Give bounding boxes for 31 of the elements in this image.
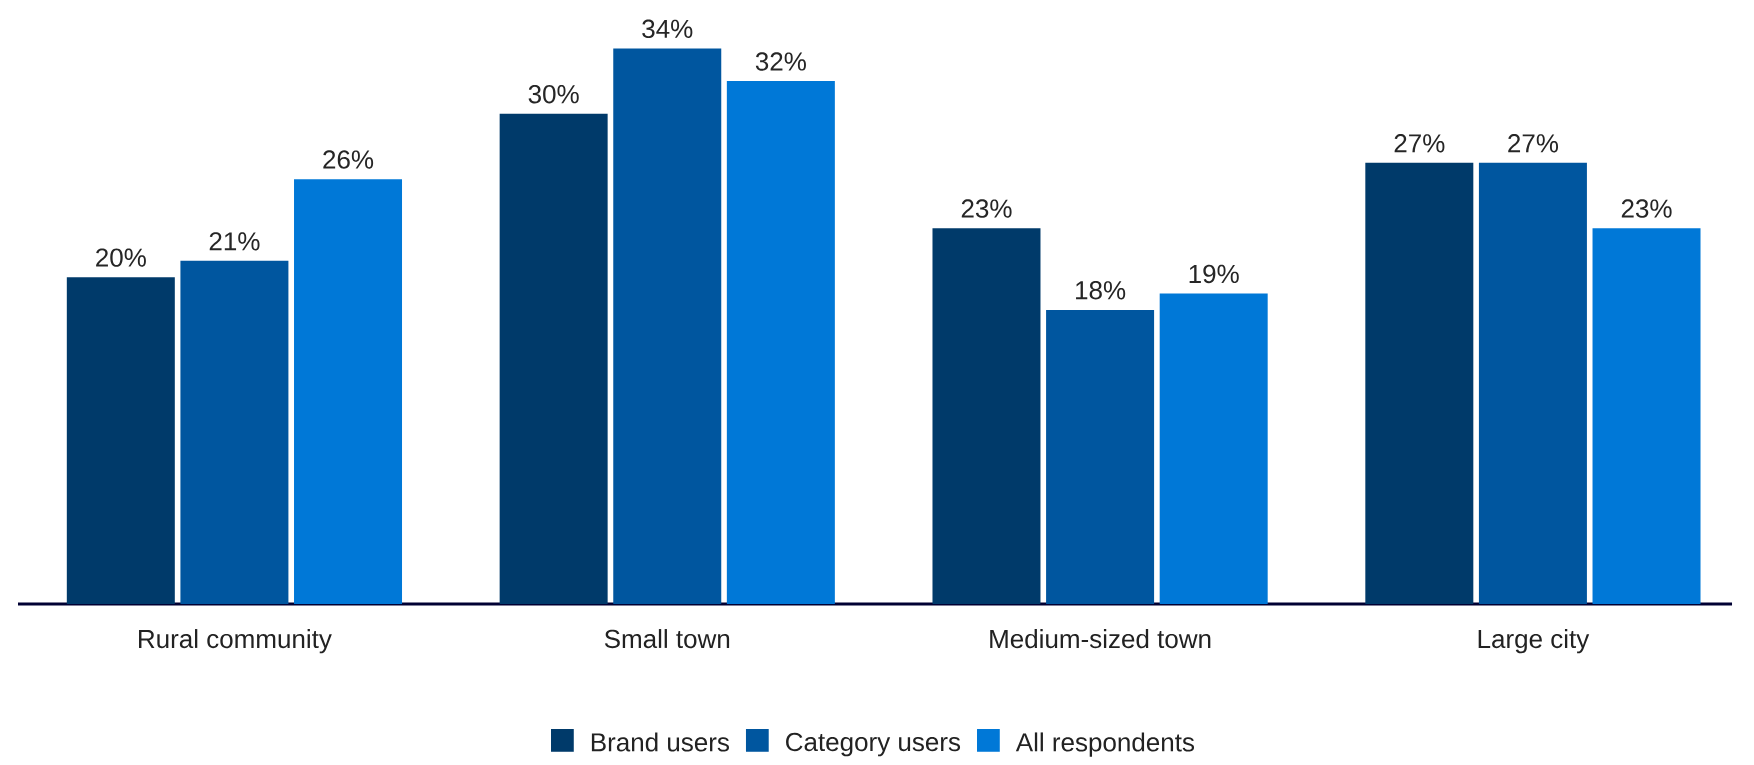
data-label: 23% <box>1621 199 1672 218</box>
data-label: 20% <box>96 248 146 267</box>
bar <box>499 113 608 604</box>
legend-label: Brand users <box>591 732 729 752</box>
data-label: 26% <box>323 150 374 169</box>
data-label: 19% <box>1189 264 1239 284</box>
data-label: 23% <box>961 199 1012 218</box>
x-tick-label: Rural community <box>139 629 332 654</box>
data-label: 27% <box>1394 134 1445 153</box>
x-tick-label: Medium-sized town <box>990 629 1211 649</box>
data-label: 32% <box>755 52 806 71</box>
bar <box>1478 162 1587 604</box>
data-label: 30% <box>528 84 579 104</box>
bar <box>294 179 403 604</box>
bar <box>613 48 722 604</box>
data-label: 34% <box>642 19 693 39</box>
bar <box>180 260 289 604</box>
legend-label: All respondents <box>1015 732 1195 757</box>
bar <box>1365 162 1474 604</box>
data-label: 21% <box>209 232 260 251</box>
bar <box>932 228 1041 604</box>
bar <box>66 277 175 604</box>
bar <box>1592 228 1701 604</box>
data-label: 27% <box>1508 134 1559 153</box>
bar <box>1046 309 1155 604</box>
x-tick-label: Large city <box>1478 629 1590 654</box>
x-tick-label: Small town <box>604 629 730 649</box>
data-label: 18% <box>1076 281 1126 300</box>
bar <box>1159 293 1268 604</box>
legend-label: Category users <box>786 732 961 757</box>
bar <box>726 81 835 604</box>
